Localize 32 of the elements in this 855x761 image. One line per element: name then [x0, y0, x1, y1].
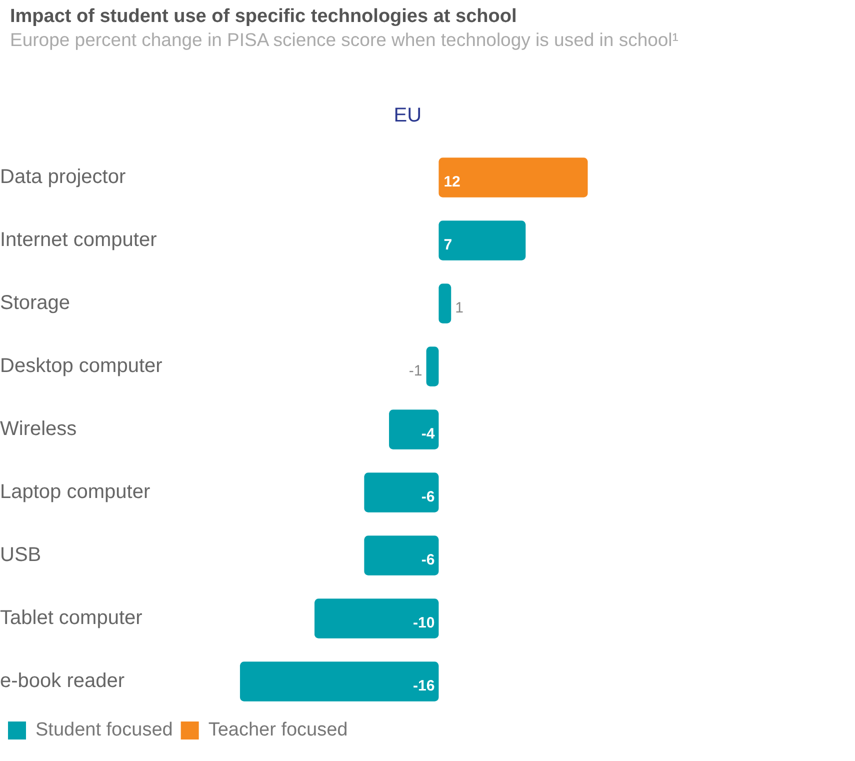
bar: [389, 410, 439, 450]
bar: [364, 536, 439, 576]
y-tick-label: Laptop computer: [0, 481, 150, 504]
y-tick-label: Wireless: [0, 418, 77, 440]
y-tick-label: Storage: [0, 292, 70, 314]
data-label: -1: [408, 362, 422, 380]
data-label: -6: [421, 552, 435, 569]
bar: [426, 346, 439, 386]
bar: [438, 220, 526, 260]
x-axis-title: EU: [394, 104, 422, 127]
chart-title: Impact of student use of specific technologies at school: [10, 6, 517, 28]
data-label: -10: [413, 614, 435, 632]
data-label: -4: [421, 426, 436, 443]
y-tick-label: Data projector: [0, 166, 126, 188]
y-tick-label: e-book reader: [0, 670, 125, 692]
data-label: -6: [421, 488, 435, 506]
y-tick-label: Internet computer: [0, 229, 158, 252]
y-tick-label: USB: [0, 544, 42, 566]
bar: [364, 472, 439, 512]
y-tick-label: Tablet computer: [0, 607, 143, 630]
bar: [438, 158, 588, 198]
bar: [438, 284, 452, 324]
bar: [314, 598, 439, 638]
y-tick-label: Desktop computer: [0, 355, 163, 378]
legend-label: Teacher focused: [208, 720, 348, 741]
data-label: 7: [444, 236, 452, 254]
data-label: -16: [413, 678, 435, 695]
bar: [240, 662, 439, 702]
chart-subtitle: Europe percent change in PISA science score when technology is used in school¹: [10, 29, 678, 51]
data-label: 12: [444, 174, 460, 191]
data-label: 1: [455, 300, 464, 317]
legend-label: Student focused: [36, 720, 173, 741]
